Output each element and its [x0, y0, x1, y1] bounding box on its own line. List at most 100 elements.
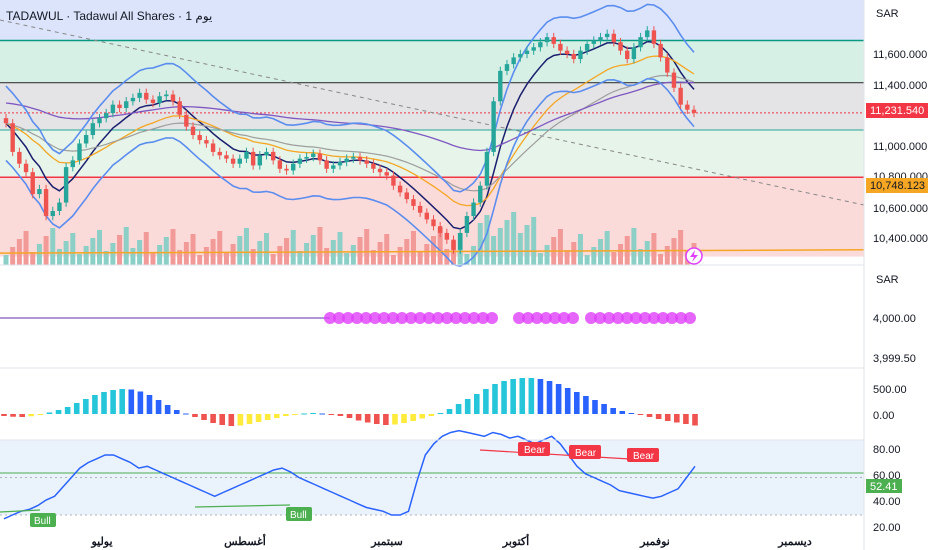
- bear-tag-label: Bear: [633, 451, 655, 462]
- macd-bar: [255, 414, 262, 422]
- month-label: يوليو: [90, 536, 112, 548]
- candle-body: [645, 30, 650, 38]
- candle-body: [83, 135, 89, 144]
- macd-bar: [155, 400, 162, 414]
- candles: [3, 26, 697, 255]
- candle-body: [444, 232, 450, 240]
- price-tick: 11,000.000: [873, 141, 927, 153]
- candle-body: [17, 151, 22, 164]
- volume-bar: [430, 236, 436, 265]
- volume-bar: [223, 252, 229, 265]
- volume-bar: [477, 223, 483, 265]
- candle-body: [691, 109, 697, 113]
- macd-bar: [519, 378, 526, 414]
- volume-bar: [197, 255, 203, 265]
- candle-body: [544, 37, 550, 43]
- volume-bar: [217, 231, 223, 265]
- candle-body: [538, 42, 543, 48]
- volume-bar: [230, 244, 236, 265]
- candle-body: [471, 202, 476, 217]
- macd-bar: [219, 414, 226, 425]
- candle-body: [210, 143, 216, 152]
- volume-bar: [237, 236, 243, 265]
- lightning-icon[interactable]: [685, 247, 703, 265]
- candle-body: [337, 162, 343, 166]
- candle-body: [685, 104, 690, 110]
- candle-body: [458, 232, 463, 250]
- macd-bar: [273, 414, 280, 418]
- time-axis[interactable]: يوليو أغسطس سبتمبر أكتوبر نوفمبر ديسمبر: [90, 534, 811, 548]
- candle-body: [598, 37, 603, 41]
- volume-bar: [97, 230, 103, 265]
- candle-body: [311, 153, 316, 157]
- candle-body: [504, 64, 510, 71]
- volume-bar: [76, 254, 82, 265]
- macd-bar: [583, 396, 589, 414]
- candle-body: [665, 57, 670, 73]
- macd-bar: [655, 414, 662, 419]
- macd-bar: [201, 414, 207, 420]
- volume-bar: [243, 228, 249, 265]
- ind1-dot: [666, 312, 678, 324]
- volume-bar: [644, 241, 650, 265]
- candle-body: [404, 192, 409, 200]
- month-label: أكتوبر: [502, 534, 529, 548]
- rsi-signal-tags: Bull Bull Bear Bear Bear: [30, 442, 659, 527]
- macd-bar: [492, 384, 498, 414]
- ind1-dot: [477, 312, 489, 324]
- volume-bar: [531, 217, 537, 265]
- volume-bar: [571, 242, 577, 265]
- candle-body: [344, 158, 349, 163]
- candle-body: [638, 37, 643, 48]
- candle-body: [324, 160, 329, 169]
- macd-bar: [83, 399, 89, 414]
- volume-bar: [350, 245, 356, 265]
- macd-bar: [674, 414, 680, 423]
- macd-bar: [64, 407, 71, 414]
- candle-body: [190, 126, 196, 136]
- candle-body: [491, 101, 496, 152]
- volume-bar: [103, 251, 109, 265]
- macd-bar: [383, 414, 389, 425]
- macd-bar: [164, 405, 171, 414]
- ind1-dot: [684, 312, 696, 324]
- macd-bar: [1, 414, 7, 416]
- candle-body: [244, 151, 249, 159]
- ind1-dot: [324, 312, 336, 324]
- candle-body: [43, 189, 49, 217]
- volume-bar: [183, 242, 189, 265]
- volume-bar: [157, 245, 163, 265]
- macd-bar: [601, 404, 607, 414]
- volume-bar: [56, 249, 62, 265]
- volume-bar: [491, 236, 497, 265]
- volume-bar: [43, 236, 49, 265]
- volume-bar: [464, 254, 470, 265]
- ind1-dot: [396, 312, 408, 324]
- ind1-dot: [648, 312, 660, 324]
- candle-body: [250, 151, 256, 166]
- candle-body: [658, 43, 663, 58]
- bollinger-upper: [5, 3, 695, 193]
- ind1-dot: [558, 312, 570, 324]
- bollinger-lower: [5, 77, 695, 267]
- candle-body: [217, 151, 222, 156]
- ind1-tick: 4,000.00: [873, 313, 916, 325]
- macd-bar: [301, 413, 307, 415]
- rsi-tick: 20.00: [873, 522, 901, 534]
- volume-bar: [597, 239, 603, 265]
- ind1-tick: 3,999.50: [873, 353, 916, 365]
- candle-body: [451, 239, 456, 250]
- candle-body: [77, 143, 82, 161]
- volume-bar: [484, 215, 490, 265]
- candle-body: [671, 72, 677, 88]
- volume-bar: [270, 254, 276, 265]
- long-ma-line: [0, 249, 865, 254]
- macd-bar: [619, 411, 626, 414]
- lower-zone: [0, 129, 864, 178]
- volume-bar: [417, 252, 423, 265]
- macd-tick: 0.00: [873, 410, 894, 422]
- volume-bar: [397, 247, 403, 265]
- macd-bar: [237, 414, 244, 426]
- price-axis[interactable]: 11,600.000 11,400.000 11,000.000 10,800.…: [866, 49, 928, 245]
